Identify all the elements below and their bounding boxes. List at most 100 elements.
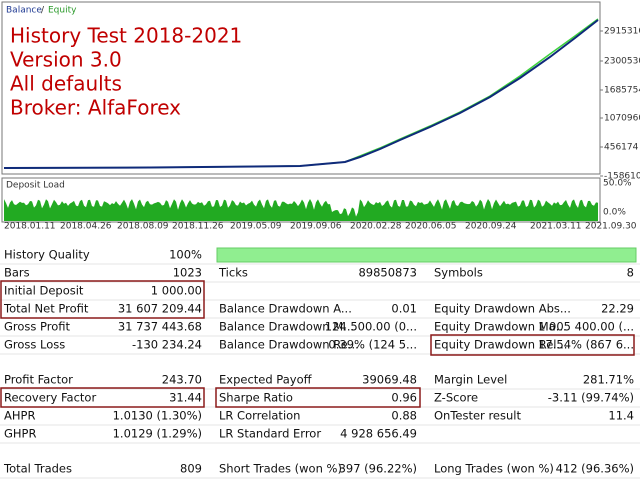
y-axis: 2915316 2300530 1685754 1070960 456174 -15861… [600,27,640,182]
field-value: 1.0130 (1.30%) [113,409,202,423]
field-value: 11.4 [608,409,634,423]
y-tick-label: 456174 [604,143,639,153]
field-label: Bars [4,266,30,280]
x-tick-label: 2018.04.26 [60,222,112,232]
x-tick-label: 2020.02.28 [350,222,402,232]
field-value: 1023 [173,266,202,280]
field-label: Total Trades [3,462,72,476]
highlight-box [215,387,421,408]
field-value: 0.39% (124 5... [328,338,417,352]
table-bg [0,238,640,480]
field-label: Initial Deposit [4,284,84,298]
field-value: 1 000.00 [151,284,202,298]
field-label: Recovery Factor [4,391,96,405]
deposit-load-area [4,199,598,221]
field-value: 22.29 [601,302,634,316]
y-tick-label: 2300530 [604,57,640,67]
field-label: Sharpe Ratio [219,391,293,405]
balance-chart-frame [1,1,601,175]
field-label: GHPR [4,427,36,441]
highlight-box [0,280,205,319]
field-label: Expected Payoff [219,373,313,387]
field-value: 31 737 443.68 [118,320,202,334]
field-label: OnTester result [434,409,521,423]
field-label: LR Standard Error [219,427,321,441]
field-value: 281.71% [583,373,634,387]
field-value: 4 928 656.49 [340,427,417,441]
field-value: 17.54% (867 6... [538,338,634,352]
field-label: Z-Score [434,391,478,405]
field-value: 1.0129 (1.29%) [113,427,202,441]
x-tick-label: 2021.09.30 [585,222,637,232]
x-tick-label: 2019.05.09 [230,222,282,232]
report-table: History Quality 100% Bars 1023 Ticks 89850873… [0,248,640,479]
field-value: 100% [169,248,202,262]
y-tick-label: -158610 [604,172,640,182]
field-label: Ticks [218,266,248,280]
field-label: Balance Drawdown A... [219,302,352,316]
field-value: 412 (96.36%) [556,462,634,476]
field-label: Equity Drawdown Ma... [434,320,567,334]
legend: Balance / Equity [6,6,77,16]
legend-balance: Balance [6,6,42,16]
field-value: 39069.48 [362,373,417,387]
overlay-line: Version 3.0 [10,48,122,72]
x-tick-label: 2020.09.24 [465,222,517,232]
field-value: -130 234.24 [132,338,202,352]
highlight-box [430,334,635,356]
balance-line [3,19,599,169]
x-tick-label: 2018.11.26 [172,222,224,232]
x-tick-label: 2020.06.05 [405,222,457,232]
x-tick-label: 2021.03.11 [530,222,582,232]
field-value: 8 [627,266,634,280]
field-label: Symbols [434,266,483,280]
y-tick-label: 2915316 [604,27,640,37]
overlay-line: History Test 2018-2021 [10,24,242,48]
x-tick-label: 2018.01.11 [4,222,56,232]
overlay-line: All defaults [10,72,122,96]
highlight-box [0,387,205,408]
field-value: 397 (96.22%) [339,462,417,476]
field-label: Total Net Profit [3,302,89,316]
field-label: Balance Drawdown Re... [219,338,359,352]
field-value: 243.70 [162,373,202,387]
field-label: Balance Drawdown M... [219,320,354,334]
deposit-load-tick: 0.0% [603,208,626,218]
field-label: AHPR [4,409,35,423]
deposit-load-tick: 50.0% [603,179,632,189]
field-value: 0.01 [391,302,417,316]
field-value: 809 [180,462,202,476]
field-value: 89850873 [358,266,417,280]
field-label: Margin Level [434,373,507,387]
highlight-boxes [0,280,635,408]
overlay-line: Broker: AlfaForex [10,96,181,120]
field-label: Gross Profit [4,320,71,334]
field-value: 124 500.00 (0... [325,320,417,334]
history-quality-bar [216,247,637,263]
y-tick-label: 1070960 [604,114,640,124]
field-value: 1 005 400.00 (... [538,320,634,334]
field-value: 31 607 209.44 [118,302,202,316]
field-label: Long Trades (won %) [434,462,554,476]
field-value: 0.96 [391,391,417,405]
field-label: Gross Loss [4,338,65,352]
field-label: Profit Factor [4,373,73,387]
field-label: Equity Drawdown Abs... [434,302,571,316]
field-label: History Quality [4,248,90,262]
x-tick-label: 2018.08.09 [117,222,169,232]
x-axis: 2018.01.11 2018.04.26 2018.08.09 2018.11.26… [4,222,637,232]
field-value: -3.11 (99.74%) [548,391,634,405]
x-tick-label: 2019.09.06 [290,222,342,232]
field-value: 0.88 [391,409,417,423]
legend-equity: Equity [48,6,77,16]
y-tick-label: 1685754 [604,86,640,96]
field-value: 31.44 [169,391,202,405]
field-label: LR Correlation [219,409,300,423]
deposit-load-title: Deposit Load [6,181,65,191]
legend-sep: / [41,6,45,16]
field-label: Equity Drawdown Rel... [434,338,567,352]
field-label: Short Trades (won %) [219,462,342,476]
